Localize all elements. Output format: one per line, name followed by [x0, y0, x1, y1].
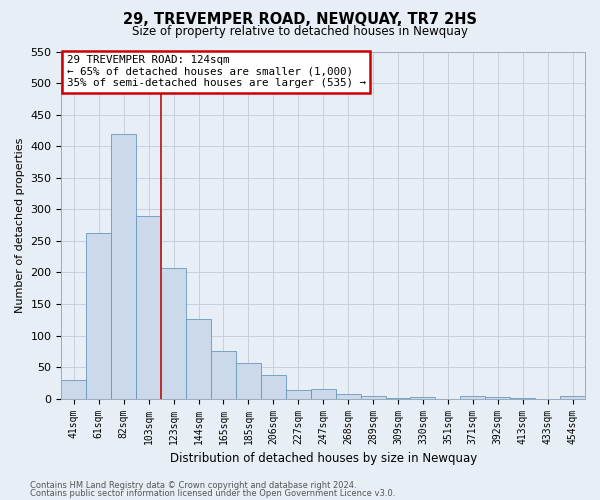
Text: 29 TREVEMPER ROAD: 124sqm
← 65% of detached houses are smaller (1,000)
35% of se: 29 TREVEMPER ROAD: 124sqm ← 65% of detac…: [67, 55, 365, 88]
Bar: [86, 234, 111, 398]
X-axis label: Distribution of detached houses by size in Newquay: Distribution of detached houses by size …: [170, 452, 477, 465]
Text: Contains HM Land Registry data © Crown copyright and database right 2024.: Contains HM Land Registry data © Crown c…: [30, 481, 356, 490]
Text: Contains public sector information licensed under the Open Government Licence v3: Contains public sector information licen…: [30, 489, 395, 498]
Bar: [236, 362, 261, 398]
Bar: [111, 134, 136, 398]
Bar: [485, 397, 510, 398]
Bar: [335, 394, 361, 398]
Text: 29, TREVEMPER ROAD, NEWQUAY, TR7 2HS: 29, TREVEMPER ROAD, NEWQUAY, TR7 2HS: [123, 12, 477, 28]
Bar: [136, 216, 161, 398]
Bar: [361, 396, 386, 398]
Bar: [560, 396, 585, 398]
Bar: [211, 352, 236, 399]
Bar: [61, 380, 86, 398]
Bar: [460, 396, 485, 398]
Y-axis label: Number of detached properties: Number of detached properties: [15, 138, 25, 313]
Text: Size of property relative to detached houses in Newquay: Size of property relative to detached ho…: [132, 25, 468, 38]
Bar: [261, 376, 286, 398]
Bar: [186, 319, 211, 398]
Bar: [286, 390, 311, 398]
Bar: [161, 268, 186, 398]
Bar: [311, 389, 335, 398]
